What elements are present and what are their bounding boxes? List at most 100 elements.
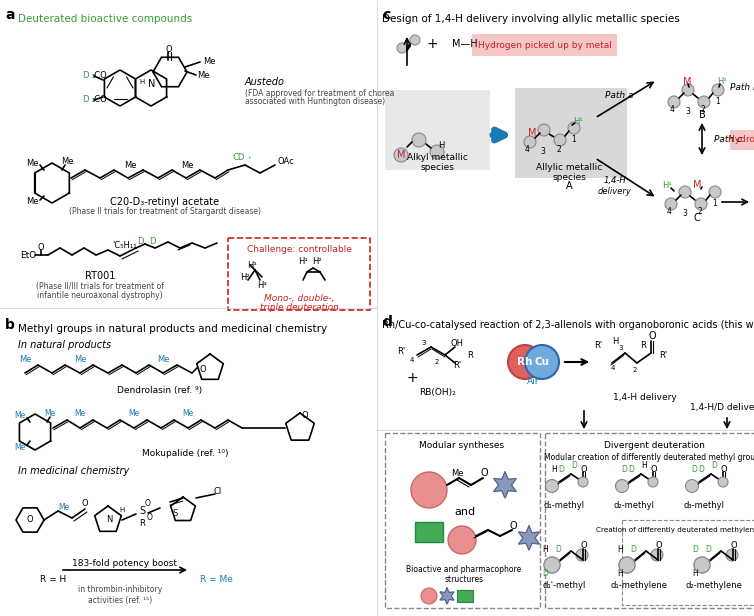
Circle shape: [411, 472, 447, 508]
Text: Me: Me: [58, 503, 69, 511]
Text: R = Me: R = Me: [200, 575, 233, 585]
Text: 4: 4: [670, 105, 674, 115]
Text: in thrombin-inhibitory: in thrombin-inhibitory: [78, 585, 162, 594]
Polygon shape: [440, 588, 454, 604]
Text: species: species: [420, 163, 454, 171]
Text: RT001: RT001: [84, 271, 115, 281]
Text: M: M: [528, 128, 536, 138]
Text: Bioactive and pharmacophore: Bioactive and pharmacophore: [406, 565, 522, 575]
Text: In natural products: In natural products: [18, 340, 111, 350]
Text: Me: Me: [182, 408, 194, 418]
Text: R: R: [467, 351, 473, 360]
Text: +: +: [426, 37, 438, 51]
Text: H³: H³: [257, 280, 267, 290]
Text: D: D: [698, 466, 704, 474]
FancyBboxPatch shape: [515, 88, 627, 178]
Text: O: O: [26, 514, 33, 524]
Text: Me: Me: [157, 355, 169, 365]
Text: Me: Me: [203, 57, 216, 67]
FancyBboxPatch shape: [730, 130, 754, 150]
Text: structures: structures: [444, 575, 483, 585]
Circle shape: [412, 133, 426, 147]
Circle shape: [712, 84, 724, 96]
Text: d₃-methyl: d₃-methyl: [683, 501, 725, 511]
Text: Austedo: Austedo: [245, 77, 285, 87]
Circle shape: [698, 96, 710, 108]
Text: a: a: [5, 8, 14, 22]
Circle shape: [648, 477, 658, 487]
Text: Me: Me: [14, 442, 26, 452]
Circle shape: [538, 124, 550, 136]
Text: R': R': [397, 347, 405, 357]
Circle shape: [694, 557, 710, 573]
Text: H¹: H¹: [662, 180, 672, 190]
Text: D: D: [136, 238, 143, 246]
Text: Modular syntheses: Modular syntheses: [419, 440, 504, 450]
Text: 1,4-H delivery: 1,4-H delivery: [613, 394, 677, 402]
FancyBboxPatch shape: [472, 34, 617, 56]
Text: d: d: [382, 315, 392, 329]
Circle shape: [718, 477, 728, 487]
Text: 3: 3: [541, 147, 545, 156]
Text: O: O: [656, 540, 662, 549]
Text: and: and: [455, 507, 476, 517]
Text: CD: CD: [233, 153, 245, 161]
Text: N: N: [149, 79, 155, 89]
Text: H: H: [641, 461, 647, 471]
Text: Cu: Cu: [535, 357, 550, 367]
Circle shape: [679, 186, 691, 198]
Text: Rh/Cu-co-catalysed reaction of 2,3-allenols with organoboronic acids (this work): Rh/Cu-co-catalysed reaction of 2,3-allen…: [382, 320, 754, 330]
Text: (Phase II/III trials for treatment of: (Phase II/III trials for treatment of: [36, 282, 164, 291]
Text: RB(OH)₂: RB(OH)₂: [419, 389, 455, 397]
Text: D: D: [630, 546, 636, 554]
Text: Me: Me: [26, 158, 38, 168]
Circle shape: [619, 557, 635, 573]
Text: D: D: [711, 461, 717, 471]
Circle shape: [682, 84, 694, 96]
Circle shape: [694, 557, 710, 573]
Text: H: H: [611, 338, 618, 346]
Text: Cl: Cl: [214, 487, 222, 496]
Text: 1: 1: [713, 200, 717, 208]
Circle shape: [524, 136, 536, 148]
Text: D: D: [82, 95, 89, 105]
Text: H: H: [617, 569, 623, 578]
Text: O: O: [166, 44, 173, 54]
Circle shape: [525, 345, 559, 379]
Text: O: O: [651, 464, 657, 474]
Text: Divergent deuteration: Divergent deuteration: [603, 440, 704, 450]
Text: C: C: [694, 213, 700, 223]
Text: M: M: [397, 150, 405, 160]
Text: H²: H²: [241, 274, 250, 283]
Text: d₁-methyl: d₁-methyl: [544, 501, 584, 511]
Text: ₃CO: ₃CO: [92, 95, 108, 105]
Text: b: b: [5, 318, 15, 332]
Circle shape: [545, 479, 559, 493]
Circle shape: [576, 549, 588, 561]
Text: Me: Me: [44, 410, 56, 418]
Text: Alkyl metallic: Alkyl metallic: [406, 153, 467, 163]
Text: Me: Me: [124, 161, 136, 169]
Circle shape: [397, 43, 407, 53]
Text: D: D: [542, 569, 548, 578]
Text: Me: Me: [75, 408, 86, 418]
Text: 183-fold potency boost: 183-fold potency boost: [72, 559, 177, 567]
Text: B: B: [699, 110, 706, 120]
Text: R': R': [659, 352, 667, 360]
Circle shape: [726, 549, 738, 561]
Text: H: H: [692, 569, 698, 578]
FancyBboxPatch shape: [622, 520, 754, 605]
Text: Me: Me: [61, 158, 73, 166]
Text: D: D: [82, 71, 89, 81]
Text: 4: 4: [410, 357, 414, 363]
Text: S: S: [173, 508, 178, 517]
Text: O: O: [38, 243, 44, 251]
Text: activities (ref. ¹⁵): activities (ref. ¹⁵): [88, 596, 152, 604]
Circle shape: [410, 35, 420, 45]
Circle shape: [568, 122, 580, 134]
Text: EtO: EtO: [20, 251, 36, 259]
Circle shape: [685, 479, 698, 493]
Text: D: D: [621, 466, 627, 474]
FancyBboxPatch shape: [545, 433, 754, 608]
Text: O: O: [147, 514, 153, 522]
